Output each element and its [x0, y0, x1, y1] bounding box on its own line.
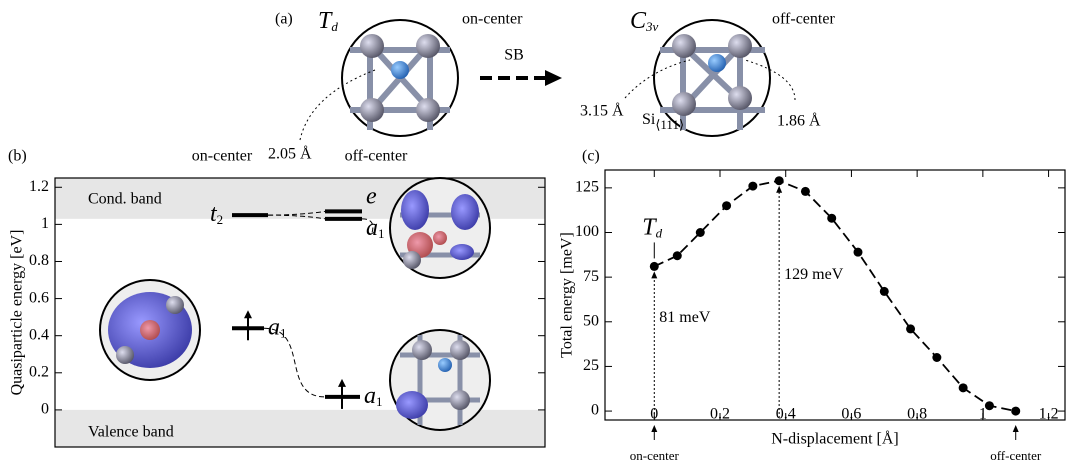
- level-label: t2: [210, 201, 223, 227]
- y-tick-label: 75: [583, 268, 599, 285]
- y-tick-label: 0.4: [29, 326, 49, 343]
- symmetry-label: Td: [318, 8, 338, 34]
- data-point: [1011, 406, 1021, 416]
- connector: [267, 214, 326, 220]
- spin-arrow-head: [244, 310, 252, 319]
- data-point: [672, 251, 682, 261]
- y-tick-label: 0.2: [29, 363, 49, 380]
- end-label: off-center: [990, 448, 1042, 463]
- crystal-on-center: [341, 19, 459, 137]
- arrow-head: [1012, 425, 1019, 432]
- data-point: [748, 181, 758, 191]
- column-label: off-center: [345, 148, 408, 165]
- connector: [263, 327, 326, 398]
- data-point: [932, 353, 942, 362]
- panel-a: (a) Td on-center 2.05 Å SB C3v off-cente…: [268, 8, 835, 163]
- symbol: e: [366, 183, 377, 209]
- data-point: [827, 213, 837, 223]
- spin-arrow-head: [338, 378, 346, 387]
- caption: on-center: [462, 11, 523, 28]
- data-point: [853, 247, 863, 257]
- data-point: [879, 286, 889, 296]
- end-label: on-center: [630, 448, 680, 463]
- level-label: a1: [366, 214, 385, 240]
- y-tick-label: 1: [41, 215, 49, 232]
- connector: [267, 210, 326, 216]
- connector: [361, 218, 374, 233]
- column-label: on-center: [192, 148, 253, 165]
- caption: off-center: [772, 11, 835, 28]
- y-tick-label: 0: [41, 401, 49, 418]
- symmetry-label: C3v: [630, 8, 659, 34]
- data-point: [984, 401, 994, 411]
- data-point: [774, 176, 784, 186]
- level-label: a1: [268, 314, 287, 340]
- arrow-head: [651, 271, 658, 279]
- symbol: t: [210, 201, 218, 227]
- distance-arrow: [624, 59, 691, 99]
- subscript: 1: [378, 226, 385, 241]
- panel-label: (b): [8, 148, 27, 165]
- distance: 1.86 Å: [777, 112, 821, 130]
- y-tick-label: 100: [575, 223, 599, 240]
- y-axis-label: Quasiparticle energy [eV]: [9, 230, 26, 396]
- y-tick-label: 1.2: [29, 178, 49, 195]
- y-tick-label: 50: [583, 312, 599, 329]
- subscript: 2: [217, 212, 224, 227]
- symbol: a: [366, 214, 378, 240]
- data-point: [695, 228, 705, 237]
- y-axis-label: Total energy [meV]: [559, 232, 576, 358]
- y-tick-label: 25: [583, 357, 599, 374]
- state-label: Td: [642, 214, 662, 240]
- x-axis-label: N-displacement [Å]: [771, 430, 899, 448]
- band-label: Valence band: [88, 424, 174, 441]
- level-label: e: [366, 183, 377, 209]
- band-label: Cond. band: [88, 191, 162, 208]
- data-point: [649, 261, 659, 271]
- barrier-label: 129 meV: [784, 266, 844, 283]
- level-label: a1: [364, 382, 383, 408]
- orbital-images: [99, 177, 491, 431]
- y-tick-label: 125: [575, 179, 599, 196]
- arrow-label: SB: [504, 47, 524, 64]
- data-point: [906, 324, 916, 334]
- barrier-label: 81 meV: [659, 309, 711, 326]
- y-tick-label: 0.6: [29, 289, 49, 306]
- symbol: a: [268, 314, 280, 340]
- arrow-head: [776, 185, 783, 193]
- data-point: [800, 186, 810, 196]
- distance-arrow: [744, 59, 796, 101]
- plot-frame: [54, 177, 546, 448]
- panel-label: (c): [582, 148, 600, 165]
- subscript: 1: [376, 394, 383, 409]
- y-tick-label: 0.8: [29, 252, 49, 269]
- data-point: [722, 201, 732, 211]
- arrow-head: [651, 425, 658, 432]
- arrow-head: [545, 70, 562, 86]
- curve: [653, 179, 1016, 412]
- crystal-off-center: [653, 19, 771, 137]
- symbol: a: [364, 382, 376, 408]
- subscript: 1: [280, 325, 287, 340]
- plot-frame: [604, 169, 1066, 421]
- panel-label: (a): [275, 11, 293, 28]
- atom-label: Si⟨111⟩: [642, 111, 684, 132]
- subscript: d: [656, 225, 663, 240]
- y-tick-label: 0: [591, 402, 599, 419]
- symbol: T: [642, 214, 657, 240]
- distance: 3.15 Å: [580, 102, 624, 120]
- distance: 2.05 Å: [268, 145, 312, 163]
- data-point: [958, 383, 968, 393]
